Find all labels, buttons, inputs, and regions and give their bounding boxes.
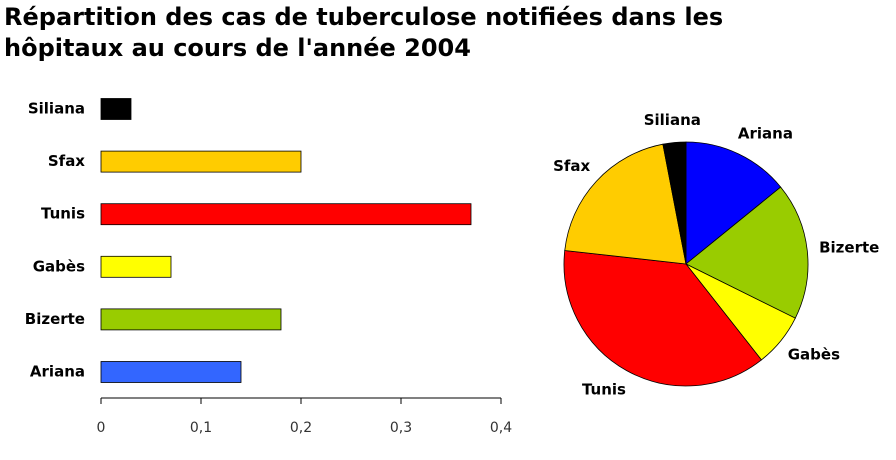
bar [100, 150, 302, 173]
x-tick-label: 0,2 [290, 420, 312, 436]
slice-label: Sfax [553, 157, 590, 175]
y-tick-label: Siliana [28, 100, 85, 118]
y-tick-label: Gabès [33, 257, 85, 275]
title-box: Répartition des cas de tuberculose notif… [4, 3, 724, 62]
bar [100, 308, 282, 331]
pie-slice [662, 141, 687, 265]
chart-title: Répartition des cas de tuberculose notif… [4, 3, 724, 62]
y-tick-label: Tunis [41, 205, 85, 223]
slice-label: Bizerte [819, 239, 879, 257]
x-tick-label: 0 [97, 420, 106, 436]
pie-slice [564, 143, 687, 265]
slice-label: Ariana [738, 124, 793, 142]
bar [100, 203, 472, 226]
bar [100, 98, 132, 120]
slice-label: Tunis [582, 380, 626, 398]
y-tick-label: Sfax [48, 152, 85, 170]
y-tick-label: Ariana [30, 363, 85, 381]
bar [100, 255, 172, 278]
slice-label: Siliana [644, 111, 701, 129]
pie-slice [563, 250, 762, 387]
y-tick-label: Bizerte [25, 310, 85, 328]
x-tick-label: 0,1 [190, 420, 212, 436]
x-tick-label: 0,4 [490, 420, 512, 436]
bar [100, 361, 242, 383]
pie-slice [685, 141, 782, 265]
x-tick-label: 0,3 [390, 420, 412, 436]
slice-label: Gabès [788, 345, 840, 363]
pie-slice [685, 186, 809, 319]
